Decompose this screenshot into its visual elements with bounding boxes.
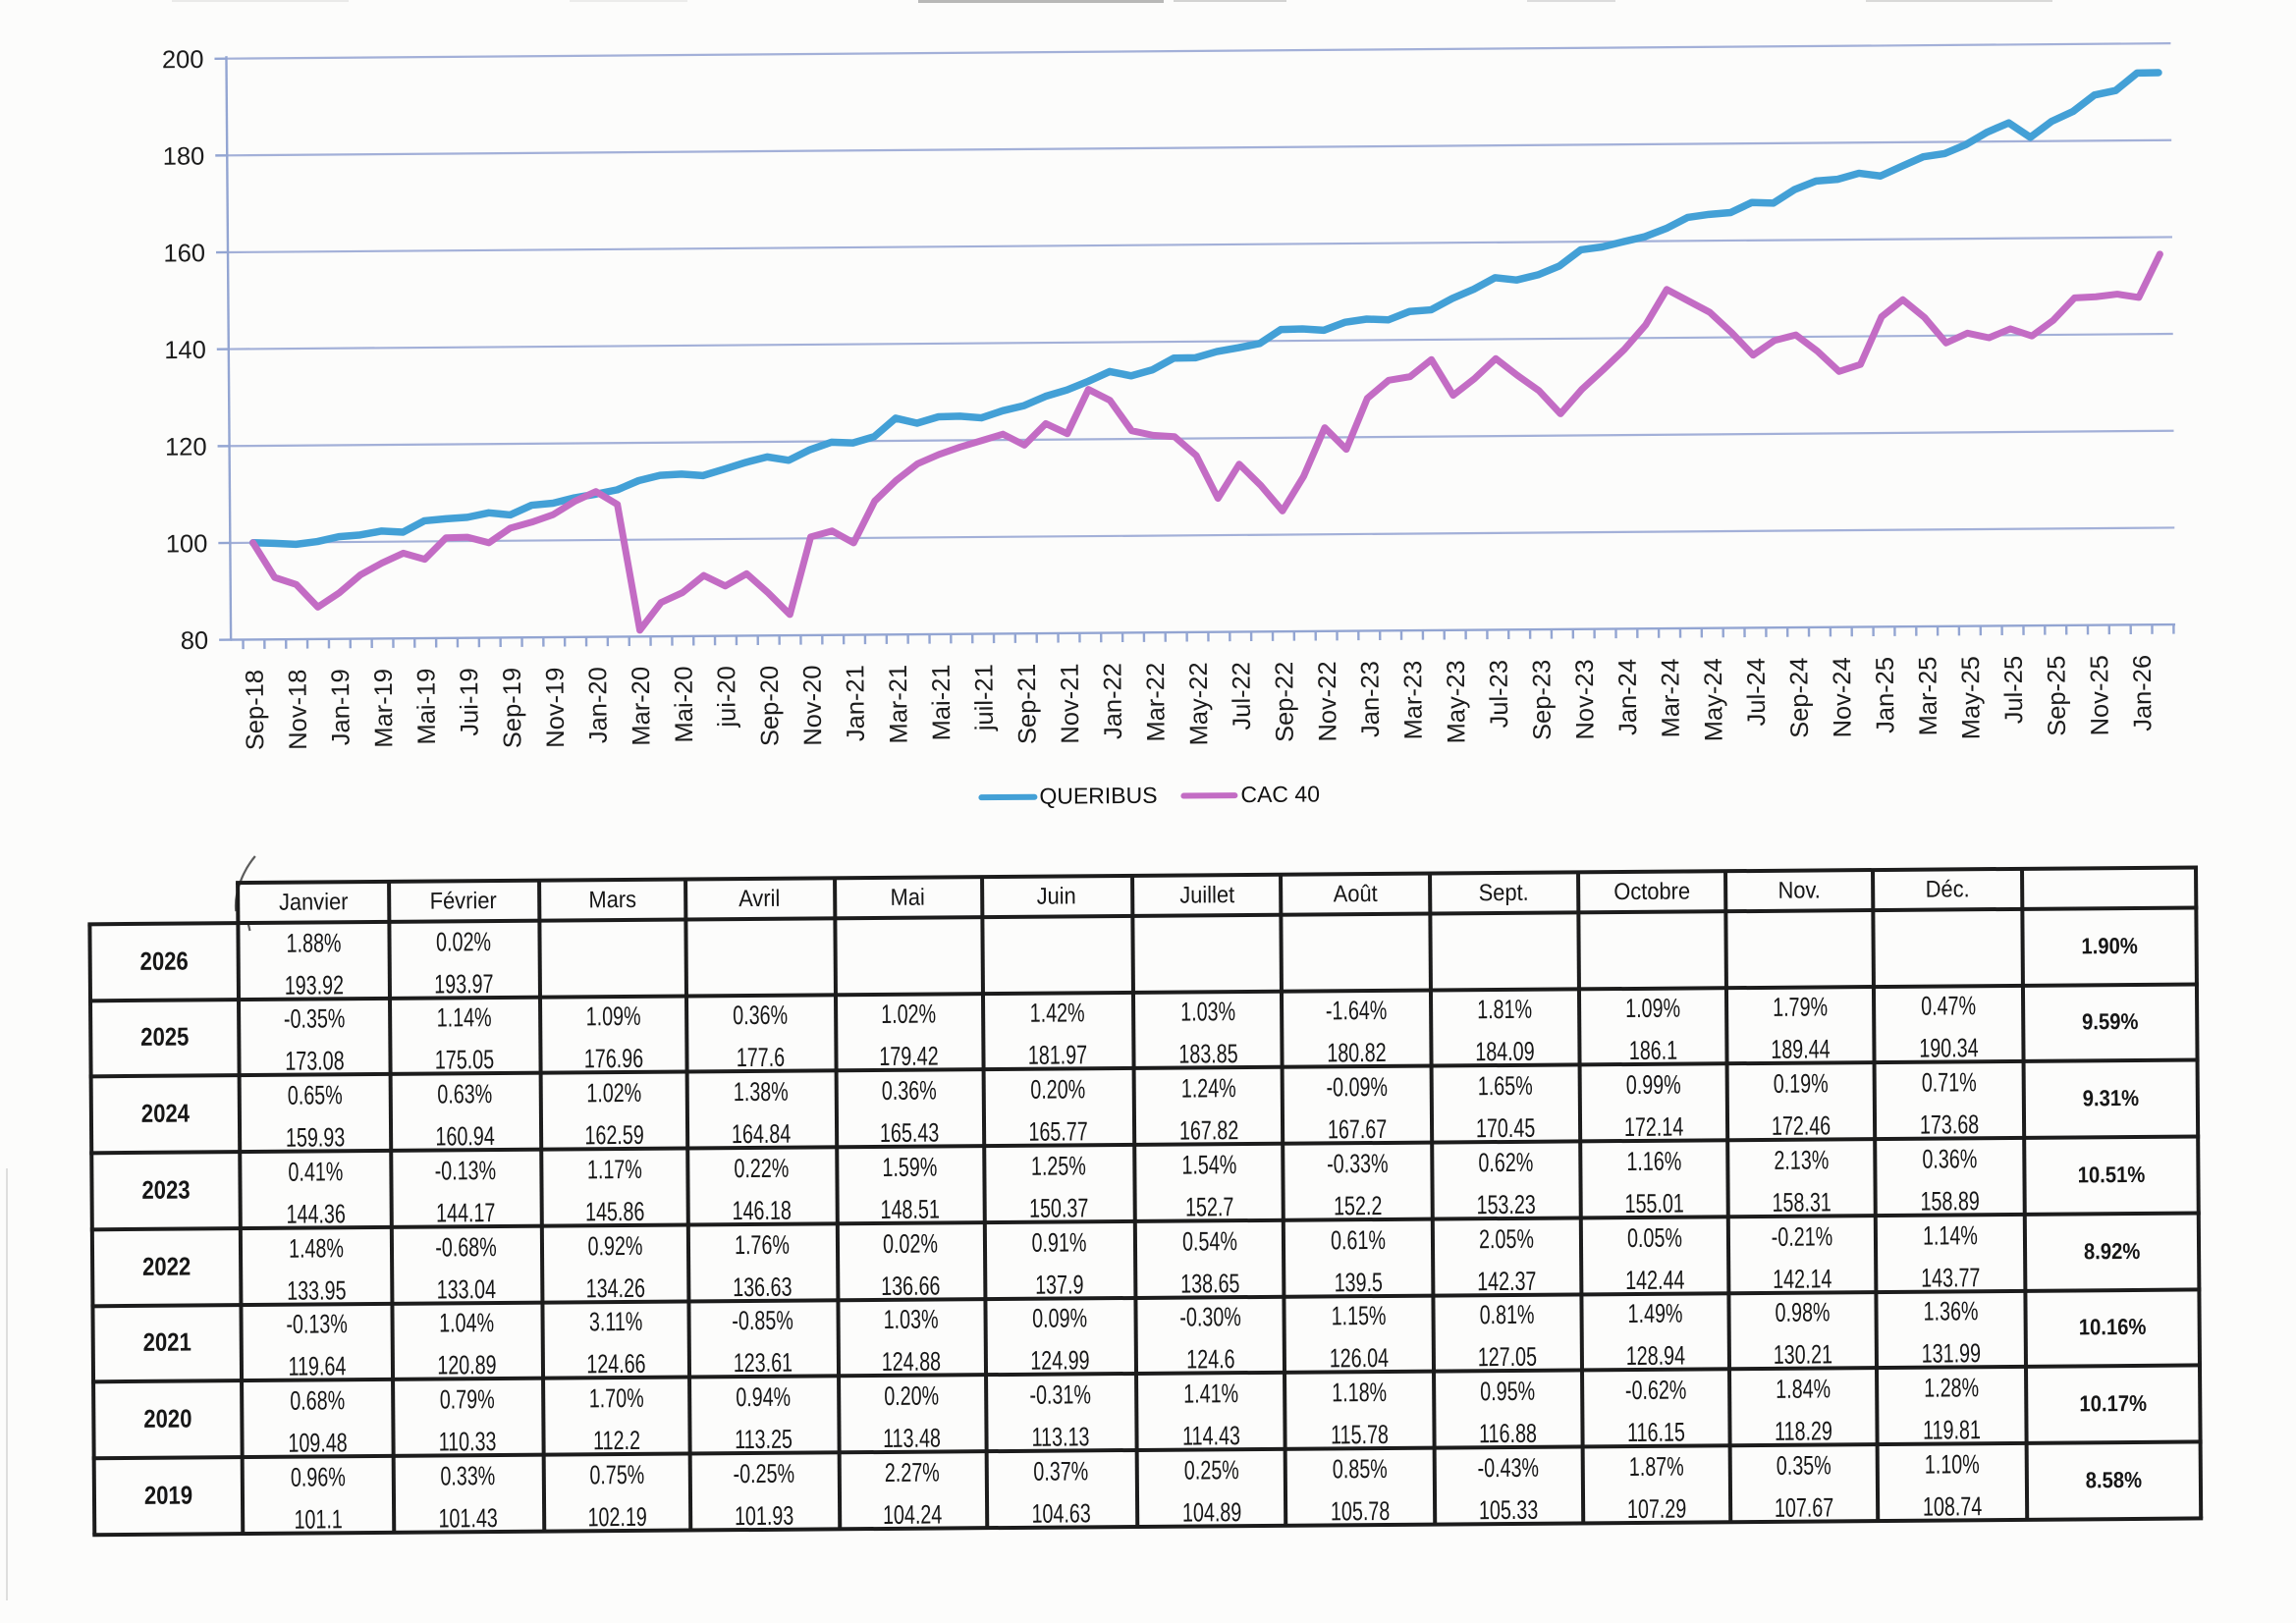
svg-text:juil-21: juil-21	[970, 664, 999, 731]
svg-text:jui-20: jui-20	[713, 666, 740, 729]
svg-text:Nov-25: Nov-25	[2086, 655, 2114, 735]
svg-text:200: 200	[162, 46, 204, 74]
svg-text:100: 100	[166, 530, 208, 558]
svg-text:Jul-23: Jul-23	[1486, 660, 1514, 729]
svg-text:May-23: May-23	[1443, 660, 1471, 743]
svg-text:Jan-26: Jan-26	[2129, 655, 2158, 731]
svg-text:Sep-20: Sep-20	[756, 666, 785, 746]
svg-text:Mar-19: Mar-19	[370, 669, 399, 748]
svg-text:Jui-19: Jui-19	[456, 668, 484, 736]
svg-text:160: 160	[163, 240, 205, 267]
svg-text:Sep-25: Sep-25	[2043, 655, 2071, 735]
svg-text:80: 80	[181, 627, 209, 655]
svg-text:Nov-20: Nov-20	[799, 665, 828, 745]
svg-text:Nov-23: Nov-23	[1571, 659, 1600, 739]
svg-text:Jan-22: Jan-22	[1099, 663, 1127, 739]
svg-text:Mai-20: Mai-20	[671, 666, 699, 742]
svg-text:Jul-22: Jul-22	[1228, 662, 1256, 730]
svg-text:Sep-22: Sep-22	[1271, 662, 1299, 742]
svg-text:May-22: May-22	[1185, 662, 1214, 745]
svg-text:Mai-19: Mai-19	[412, 668, 441, 744]
svg-text:Nov-19: Nov-19	[541, 667, 570, 747]
svg-text:Jan-24: Jan-24	[1614, 659, 1643, 735]
svg-text:Nov-21: Nov-21	[1057, 663, 1085, 743]
svg-text:May-25: May-25	[1957, 656, 1986, 739]
svg-text:Sep-24: Sep-24	[1785, 658, 1814, 738]
svg-text:Jan-21: Jan-21	[842, 665, 870, 741]
svg-text:Jan-25: Jan-25	[1872, 657, 1900, 733]
svg-text:Jan-20: Jan-20	[584, 667, 613, 743]
svg-text:Jan-23: Jan-23	[1356, 661, 1385, 737]
svg-text:Jul-25: Jul-25	[2000, 656, 2029, 725]
svg-text:Mar-22: Mar-22	[1142, 663, 1171, 742]
svg-text:Jan-19: Jan-19	[327, 669, 355, 745]
svg-text:May-24: May-24	[1700, 658, 1728, 741]
svg-text:140: 140	[164, 337, 206, 364]
svg-text:Mar-23: Mar-23	[1399, 661, 1428, 740]
svg-text:Nov-18: Nov-18	[284, 670, 312, 750]
svg-text:Mar-20: Mar-20	[628, 667, 656, 746]
svg-text:Sep-19: Sep-19	[499, 668, 527, 748]
svg-text:120: 120	[165, 433, 207, 460]
svg-text:180: 180	[163, 142, 205, 170]
svg-text:Mai-21: Mai-21	[928, 664, 957, 740]
svg-text:Mar-25: Mar-25	[1914, 656, 1942, 735]
svg-text:Mar-24: Mar-24	[1657, 659, 1685, 738]
svg-text:Nov-22: Nov-22	[1314, 661, 1342, 741]
svg-text:Nov-24: Nov-24	[1829, 657, 1857, 737]
svg-text:Sep-18: Sep-18	[242, 670, 270, 750]
svg-text:Jul-24: Jul-24	[1743, 658, 1772, 727]
svg-text:Sep-21: Sep-21	[1013, 664, 1042, 744]
svg-text:Mar-21: Mar-21	[885, 665, 913, 744]
svg-text:Sep-23: Sep-23	[1528, 660, 1557, 740]
